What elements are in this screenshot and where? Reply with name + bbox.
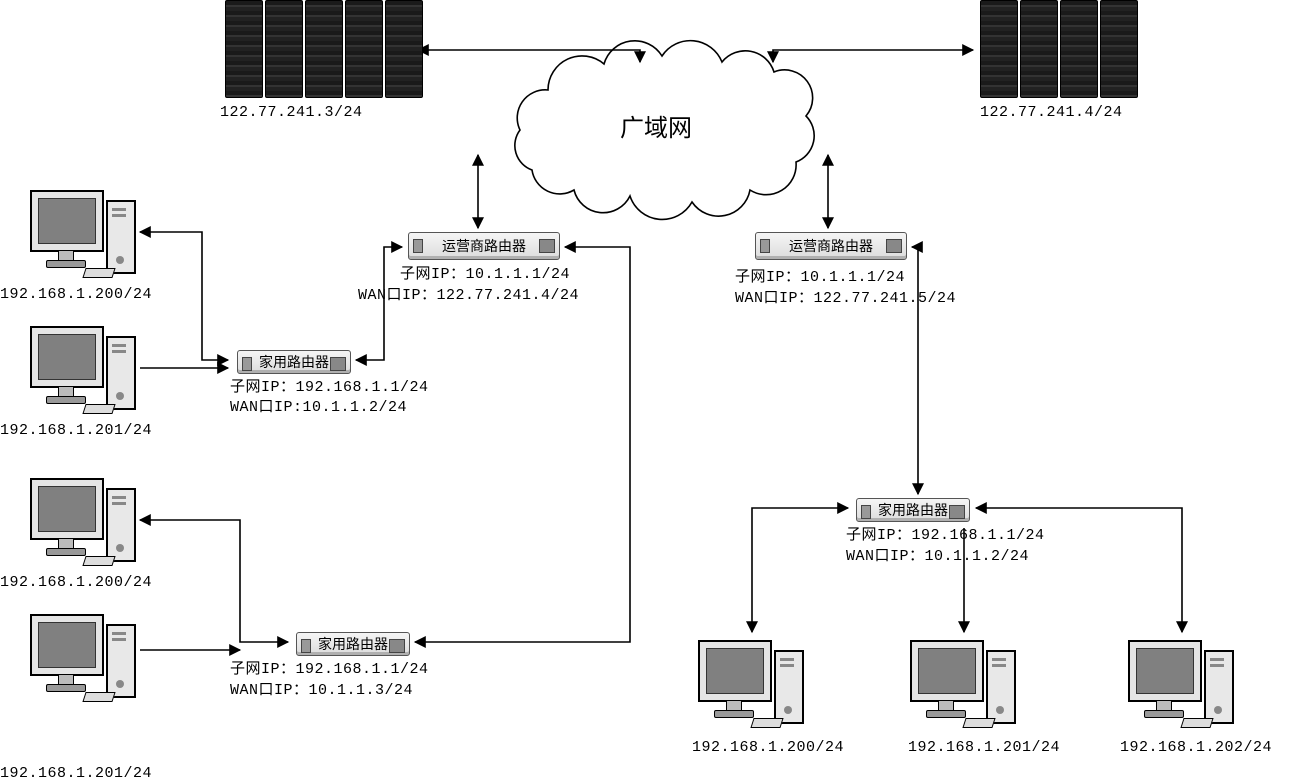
home-r-subnet: 子网IP：192.168.1.1/24 <box>846 526 1045 546</box>
isp-router-right: 运营商路由器 <box>755 232 907 260</box>
home-router-left-top: 家用路由器 <box>237 350 351 374</box>
network-diagram: 广域网 122.77.241.3/24 122.77.241.4/24 运营商路… <box>0 0 1292 782</box>
pc-right-1-ip: 192.168.1.200/24 <box>692 738 844 758</box>
home-lb-wan: WAN口IP：10.1.1.3/24 <box>230 681 413 701</box>
home-router-lt-label: 家用路由器 <box>259 352 329 372</box>
server-rack-right <box>980 0 1138 98</box>
home-lb-subnet: 子网IP：192.168.1.1/24 <box>230 660 429 680</box>
pc-left-4-ip: 192.168.1.201/24 <box>0 764 152 784</box>
pc-left-3 <box>30 478 140 568</box>
pc-left-3-ip: 192.168.1.200/24 <box>0 573 152 593</box>
edge-pc_left_3-home_left_bottom <box>140 520 288 642</box>
server-right-ip: 122.77.241.4/24 <box>980 103 1123 123</box>
server-rack-left <box>225 0 423 98</box>
pc-right-2-ip: 192.168.1.201/24 <box>908 738 1060 758</box>
pc-left-2 <box>30 326 140 416</box>
edge-pc_right_1-home_right <box>752 508 848 632</box>
edge-home_left_bottom-isp_left <box>415 247 630 642</box>
home-router-left-bottom: 家用路由器 <box>296 632 410 656</box>
home-lt-wan: WAN口IP:10.1.1.2/24 <box>230 398 407 418</box>
edge-pc_left_1-home_left_top <box>140 232 228 360</box>
home-router-r-label: 家用路由器 <box>878 500 948 520</box>
home-lt-subnet: 子网IP：192.168.1.1/24 <box>230 378 429 398</box>
pc-left-1-ip: 192.168.1.200/24 <box>0 285 152 305</box>
pc-left-1 <box>30 190 140 280</box>
edge-home_right-isp_right <box>912 247 918 494</box>
pc-left-4 <box>30 614 140 704</box>
isp-right-subnet: 子网IP：10.1.1.1/24 <box>735 268 905 288</box>
pc-right-3 <box>1128 640 1238 730</box>
pc-left-2-ip: 192.168.1.201/24 <box>0 421 152 441</box>
isp-right-wan: WAN口IP：122.77.241.5/24 <box>735 289 956 309</box>
edge-server_left-cloud <box>418 50 640 62</box>
home-router-lb-label: 家用路由器 <box>318 634 388 654</box>
isp-router-right-label: 运营商路由器 <box>789 236 873 256</box>
pc-right-3-ip: 192.168.1.202/24 <box>1120 738 1272 758</box>
isp-left-subnet: 子网IP：10.1.1.1/24 <box>400 265 570 285</box>
server-left-ip: 122.77.241.3/24 <box>220 103 363 123</box>
isp-left-wan: WAN口IP：122.77.241.4/24 <box>358 286 579 306</box>
home-router-right: 家用路由器 <box>856 498 970 522</box>
isp-router-left: 运营商路由器 <box>408 232 560 260</box>
pc-right-2 <box>910 640 1020 730</box>
edge-server_right-cloud <box>773 50 973 62</box>
cloud-label: 广域网 <box>620 108 692 144</box>
isp-router-left-label: 运营商路由器 <box>442 236 526 256</box>
pc-right-1 <box>698 640 808 730</box>
home-r-wan: WAN口IP：10.1.1.2/24 <box>846 547 1029 567</box>
